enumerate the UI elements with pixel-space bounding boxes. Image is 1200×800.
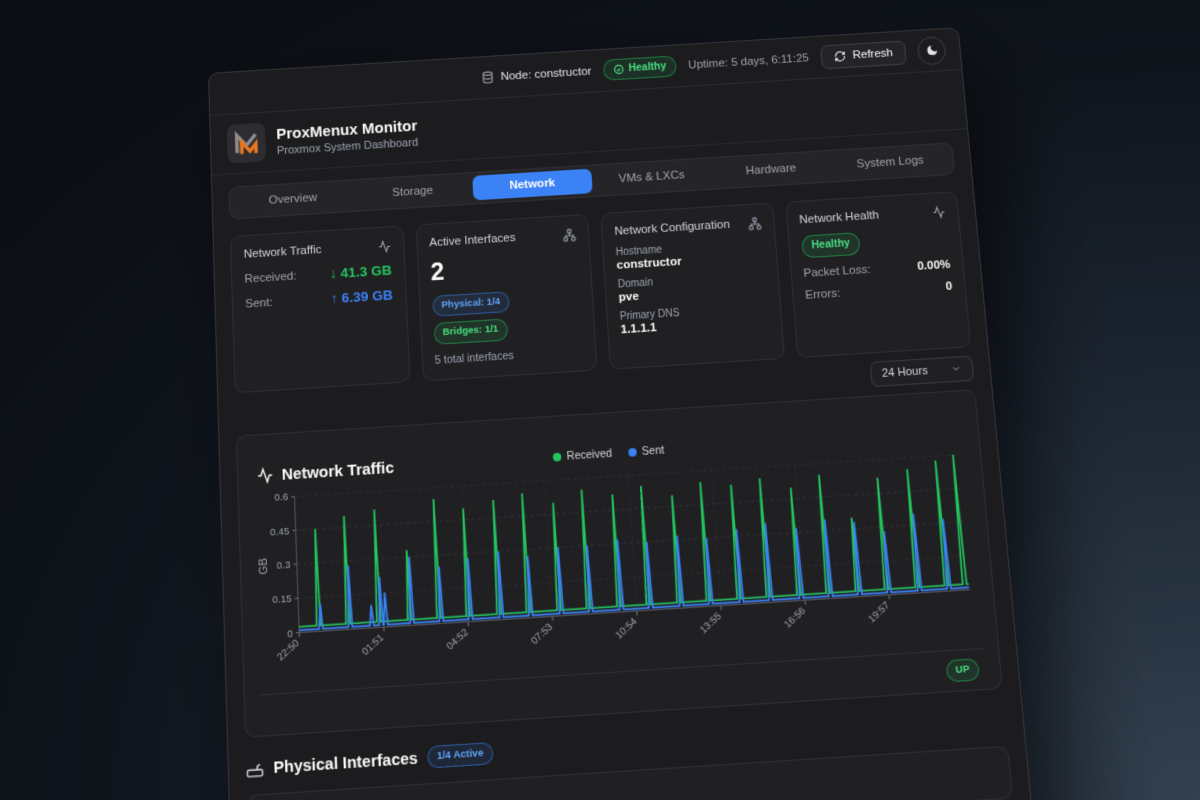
interface-count: 2 (430, 257, 445, 287)
tab-overview[interactable]: Overview (268, 191, 318, 207)
time-range-value: 24 Hours (881, 364, 929, 380)
card-title: Active Interfaces (428, 231, 516, 250)
tab-storage[interactable]: Storage (392, 184, 434, 200)
series-received (295, 454, 969, 626)
tab-hardware[interactable]: Hardware (745, 162, 797, 178)
tab-vms-lxcs[interactable]: VMs & LXCs (618, 169, 686, 186)
x-axis-tick-label: 07:53 (529, 621, 554, 646)
y-axis-tick-label: 0.15 (272, 593, 291, 605)
time-range-select[interactable]: 24 Hours (869, 354, 975, 387)
refresh-label: Refresh (852, 46, 894, 62)
uptime-text: Uptime: 5 days, 6:11:25 (687, 51, 810, 72)
total-interfaces-text: 5 total interfaces (434, 348, 515, 367)
activity-icon (932, 205, 946, 219)
check-circle-icon (613, 64, 625, 76)
activity-icon (257, 466, 274, 484)
chevron-down-icon (950, 363, 962, 375)
moon-icon (926, 45, 937, 56)
health-badge-label: Healthy (628, 59, 667, 74)
dashboard-window: Node: constructor Healthy Uptime: 5 days… (207, 27, 1055, 800)
network-icon (562, 228, 576, 242)
legend-received: Received (553, 447, 612, 464)
y-axis-tick-label: 0 (287, 627, 293, 638)
proxmenux-logo (226, 122, 267, 164)
arrow-up-icon: ↑ (330, 290, 338, 307)
tab-system-logs[interactable]: System Logs (856, 154, 925, 171)
x-axis-tick-label: 04:52 (445, 626, 471, 651)
y-axis-tick-label: 0.6 (274, 491, 288, 503)
brand-text: ProxMenux Monitor Proxmox System Dashboa… (276, 117, 418, 157)
y-axis-tick-label: 0.3 (277, 559, 291, 571)
series-sent (296, 510, 969, 630)
interface-status-badge: UP (945, 657, 980, 683)
m-logo-icon (232, 128, 261, 158)
network-traffic-card: Network Traffic Received: ↓ 41.3 GB Sent… (229, 225, 411, 393)
tab-network[interactable]: Network (471, 168, 593, 201)
errors-value: 0 (945, 280, 953, 293)
router-icon (246, 759, 265, 779)
sent-label: Sent: (245, 296, 273, 311)
x-axis-tick-label: 01:51 (360, 631, 386, 656)
active-count-badge: 1/4 Active (426, 742, 494, 769)
received-dot-icon (553, 452, 562, 462)
card-title: Network Configuration (614, 218, 731, 238)
errors-label: Errors: (804, 286, 841, 302)
health-status-badge: Healthy (800, 232, 862, 259)
sent-value: 6.39 GB (341, 286, 394, 306)
refresh-icon (834, 50, 845, 61)
card-title: Network Traffic (243, 243, 322, 261)
packet-loss-label: Packet Loss: (803, 263, 871, 280)
chart-legend: Received Sent (553, 444, 665, 464)
network-tree-icon (747, 217, 761, 231)
server-icon (481, 70, 495, 84)
refresh-button[interactable]: Refresh (819, 39, 907, 70)
x-axis-tick-label: 10:54 (613, 615, 638, 640)
x-axis-tick-label: 19:57 (866, 599, 891, 624)
theme-toggle-button[interactable] (916, 35, 947, 66)
bridges-count-badge: Bridges: 1/1 (433, 318, 509, 345)
received-value: 41.3 GB (340, 262, 393, 281)
received-label: Received: (244, 269, 297, 286)
network-configuration-card: Network Configuration Hostname construct… (600, 202, 785, 370)
section-title: Physical Interfaces (273, 748, 419, 778)
legend-sent: Sent (628, 444, 665, 459)
sent-dot-icon (628, 447, 638, 457)
network-traffic-chart-card: Network Traffic Received Sent 0 0.15 0.3 0.… (235, 388, 1003, 738)
physical-count-badge: Physical: 1/4 (431, 291, 510, 318)
top-status-bar: Node: constructor Healthy Uptime: 5 days… (208, 28, 962, 116)
node-label: Node: constructor (500, 65, 592, 83)
activity-icon (377, 239, 391, 253)
y-axis-title: GB (259, 557, 271, 574)
y-axis-tick-label: 0.45 (270, 525, 289, 537)
node-indicator: Node: constructor (481, 65, 592, 85)
x-axis-tick-label: 16:56 (782, 604, 807, 629)
chart-title-label: Network Traffic (281, 458, 395, 484)
network-health-card: Network Health Healthy Packet Loss: 0.00… (784, 191, 972, 358)
traffic-chart: 0 0.15 0.3 0.45 0.6 22:50 01:51 04:52 07:53 10:54… (259, 445, 982, 662)
card-title: Network Health (798, 209, 880, 227)
x-axis-tick-label: 13:55 (698, 610, 723, 635)
arrow-down-icon: ↓ (329, 265, 337, 282)
x-axis-tick-label: 22:50 (275, 637, 301, 662)
active-interfaces-card: Active Interfaces 2 Physical: 1/4 Bridge… (415, 213, 598, 382)
health-badge: Healthy (602, 55, 678, 82)
packet-loss-value: 0.00% (916, 258, 951, 273)
